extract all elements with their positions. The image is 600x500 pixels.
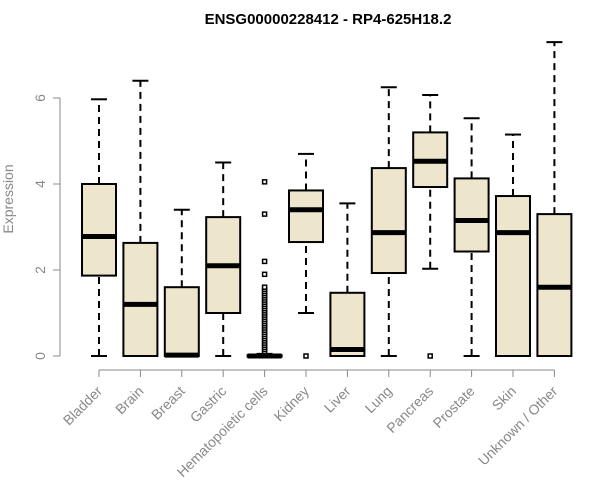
box-brain xyxy=(122,79,159,357)
x-tick-label: Lung xyxy=(362,383,395,416)
box-iqr xyxy=(288,189,324,244)
box-hematopoietic-cells xyxy=(246,179,283,359)
box-prostate xyxy=(453,117,490,357)
outlier-point xyxy=(261,258,268,265)
box-iqr xyxy=(453,177,490,253)
box-iqr xyxy=(370,167,407,275)
box-breast xyxy=(163,208,200,358)
x-tick-label: Liver xyxy=(321,383,354,416)
outlier-point xyxy=(303,353,309,359)
box-liver xyxy=(329,202,366,358)
x-tick-label: Brain xyxy=(112,383,146,417)
x-tick-label: Bladder xyxy=(60,383,106,429)
box-bladder xyxy=(81,98,117,357)
y-tick-label: 4 xyxy=(32,180,48,188)
y-tick-label: 6 xyxy=(32,94,48,102)
box-pancreas xyxy=(412,93,449,359)
box-unknown-other xyxy=(536,41,573,357)
outlier-point xyxy=(261,284,268,290)
y-axis-label: Expression xyxy=(0,164,16,233)
box-iqr xyxy=(495,195,531,357)
outlier-point xyxy=(261,271,268,278)
outlier-point xyxy=(261,179,268,185)
y-tick-label: 0 xyxy=(32,352,48,360)
outlier-point xyxy=(427,353,433,359)
chart-title: ENSG00000228412 - RP4-625H18.2 xyxy=(205,11,452,28)
x-tick-label: Prostate xyxy=(430,383,478,431)
x-tick-label: Unknown / Other xyxy=(475,383,561,469)
y-tick-label: 2 xyxy=(32,266,48,274)
x-tick-label: Skin xyxy=(489,383,520,414)
box-gastric xyxy=(205,161,242,357)
box-iqr xyxy=(163,286,200,358)
box-skin xyxy=(495,133,531,357)
y-axis: 0 2 4 6 xyxy=(32,94,61,360)
box-kidney xyxy=(288,152,324,359)
plot-area xyxy=(81,41,573,359)
box-iqr xyxy=(329,291,366,358)
x-tick-label: Breast xyxy=(148,383,188,423)
x-tick-label: Kidney xyxy=(271,383,313,425)
box-iqr xyxy=(122,241,159,357)
box-lung xyxy=(370,86,407,357)
outlier-point xyxy=(261,211,268,217)
box-iqr xyxy=(81,183,117,277)
